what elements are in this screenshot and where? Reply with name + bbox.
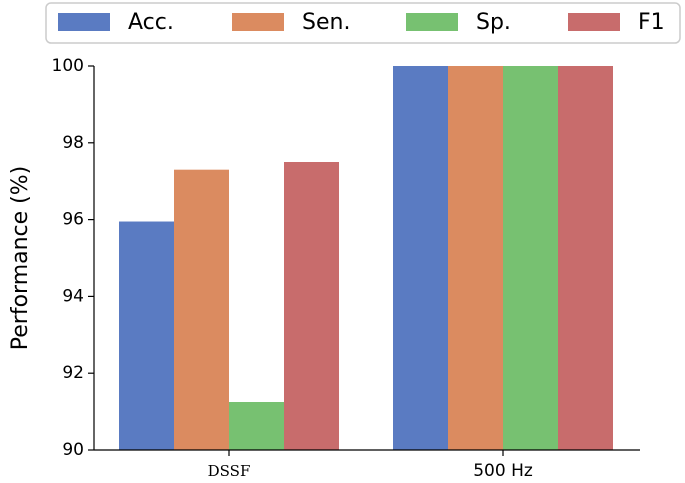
bar-acc-1: [119, 221, 174, 450]
legend-frame: [45, 2, 681, 44]
legend-swatch-1: [58, 13, 110, 31]
y-tick-label: 90: [62, 440, 84, 460]
bar-sp-1: [229, 402, 284, 450]
bars: [119, 66, 613, 450]
y-tick-label: 94: [62, 286, 84, 306]
y-ticks: 90 92 94 96 98 100: [52, 56, 94, 460]
y-axis-title: Performance (%): [8, 166, 33, 350]
legend-label-2: Sen.: [302, 10, 350, 35]
legend-swatch-2: [232, 13, 284, 31]
x-tick-label: 500 Hz: [473, 461, 533, 481]
y-tick-label: 96: [62, 210, 84, 230]
legend-swatch-3: [406, 13, 458, 31]
bar-sen-2: [448, 66, 503, 450]
y-tick-label: 100: [52, 56, 84, 76]
legend-label-1: Acc.: [128, 10, 174, 35]
bar-sen-1: [174, 169, 229, 450]
y-tick-label: 98: [62, 133, 84, 153]
legend-swatch-4: [568, 13, 620, 31]
bar-acc-2: [393, 66, 448, 450]
legend-label-3: Sp.: [476, 10, 511, 35]
legend: Acc. Sen. Sp. F1: [45, 2, 681, 44]
x-ticks: DSSF 500 Hz: [208, 450, 533, 481]
legend-label-4: F1: [638, 10, 665, 35]
y-tick-label: 92: [62, 363, 84, 383]
bar-sp-2: [503, 66, 558, 450]
bar-f1-1: [284, 162, 339, 450]
x-tick-label: DSSF: [208, 462, 251, 480]
bar-f1-2: [558, 66, 613, 450]
